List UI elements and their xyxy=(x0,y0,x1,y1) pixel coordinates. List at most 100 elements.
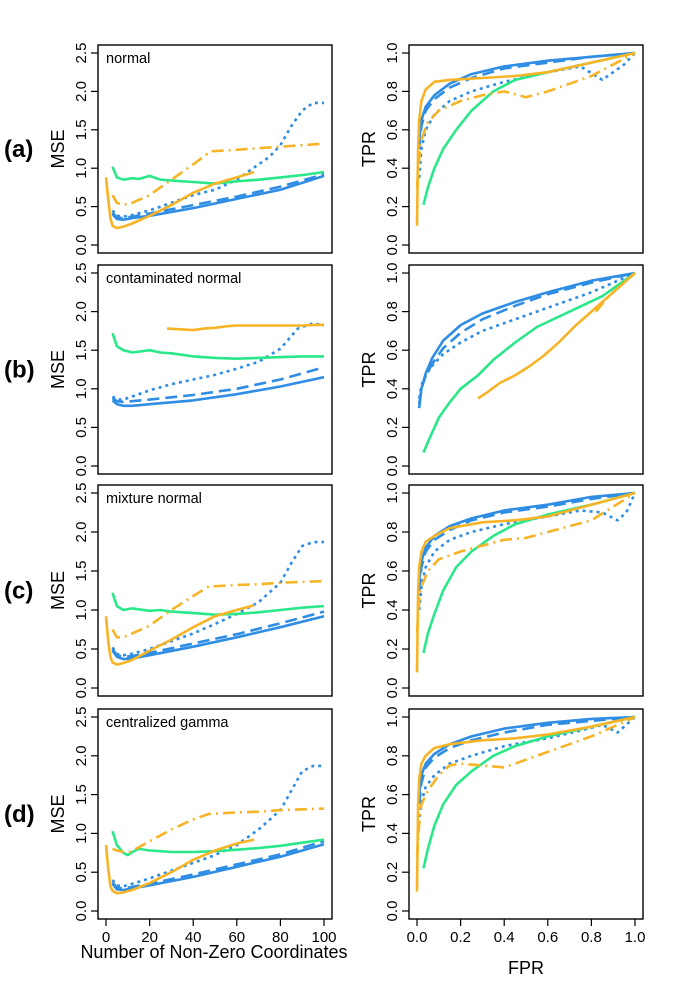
y-tick-label: 0.0 xyxy=(384,456,401,477)
plot-frame xyxy=(97,44,333,254)
x-tick-label: 0.2 xyxy=(450,929,471,946)
series-line-blue-dotted xyxy=(111,101,324,218)
series-line-blue-dashed xyxy=(111,610,325,659)
series-line-orange-solid xyxy=(104,604,255,666)
roc-x-axis-title: FPR xyxy=(508,958,544,978)
series-line-blue-dotted xyxy=(111,321,325,401)
series-line-blue-solid xyxy=(111,614,325,661)
series-line-blue-dashed xyxy=(417,271,636,405)
y-tick-label: 0.2 xyxy=(384,417,401,438)
y-tick-label: 0.4 xyxy=(384,158,401,179)
panel-caption: contaminated normal xyxy=(106,271,241,287)
y-tick-label: 1.0 xyxy=(384,707,401,728)
panel-caption: centralized gamma xyxy=(106,715,229,731)
y-tick-label: 0.0 xyxy=(73,456,90,477)
y-tick-label: 0.8 xyxy=(384,81,401,102)
y-tick-label: 0.6 xyxy=(384,784,401,805)
y-tick-label: 0.0 xyxy=(73,678,90,699)
series-line-blue-dotted xyxy=(417,492,637,611)
y-tick-label: 2.0 xyxy=(73,522,90,543)
row-label: (a) xyxy=(4,136,33,163)
series-line-blue-dotted xyxy=(417,716,636,824)
panel-roc-2: 0.0 0.2 0.4 0.6 0.8 1.0 TPR xyxy=(359,263,644,477)
y-axis-title: TPR xyxy=(359,131,379,167)
plot-frame xyxy=(97,264,333,475)
series-line-orange-dotdash xyxy=(415,715,636,857)
y-tick-label: 0.8 xyxy=(384,745,401,766)
plot-frame xyxy=(97,484,333,697)
y-tick-label: 0.6 xyxy=(384,119,401,140)
y-tick-label: 1.5 xyxy=(73,340,90,361)
plot-frame xyxy=(97,708,333,920)
series-line-green-solid xyxy=(111,332,324,361)
series-line-orange-solid xyxy=(415,491,636,673)
y-axis-title: MSE xyxy=(48,571,68,610)
series-line-blue-solid xyxy=(111,375,325,408)
y-axis-title: MSE xyxy=(48,129,68,168)
x-tick-label: 100 xyxy=(311,929,336,946)
y-tick-label: 0.2 xyxy=(384,196,401,217)
series-line-orange-dotdash xyxy=(594,272,636,313)
y-axis-title: TPR xyxy=(359,351,379,387)
y-tick-label: 0.6 xyxy=(384,561,401,582)
series-line-green-solid xyxy=(422,51,636,206)
x-tick-label: 20 xyxy=(141,929,158,946)
series-line-green-solid xyxy=(422,491,636,654)
x-tick-label: 0.8 xyxy=(581,929,602,946)
y-tick-label: 2.0 xyxy=(73,301,90,322)
y-tick-label: 2.5 xyxy=(73,43,90,64)
y-tick-label: 0.0 xyxy=(73,901,90,922)
y-tick-label: 0.2 xyxy=(384,862,401,883)
series-line-blue-solid xyxy=(417,715,636,795)
y-axis-title: TPR xyxy=(359,572,379,608)
series-line-green-solid xyxy=(422,715,636,869)
y-tick-label: 1.5 xyxy=(73,784,90,805)
y-tick-label: 0.4 xyxy=(384,823,401,844)
y-tick-label: 0.0 xyxy=(384,678,401,699)
y-tick-label: 0.5 xyxy=(73,862,90,883)
series-line-blue-dotted xyxy=(111,764,324,888)
series-line-green-solid xyxy=(422,271,636,454)
plot-frame xyxy=(408,44,644,254)
y-tick-label: 1.0 xyxy=(384,43,401,64)
series-line-orange-solid xyxy=(415,715,636,892)
x-tick-label: 0.4 xyxy=(494,929,515,946)
y-tick-label: 1.0 xyxy=(73,378,90,399)
series-line-blue-dotted xyxy=(111,540,324,657)
y-tick-label: 1.0 xyxy=(73,158,90,179)
x-tick-label: 1.0 xyxy=(625,929,646,946)
series-line-orange-solid xyxy=(104,170,255,230)
y-tick-label: 2.0 xyxy=(73,81,90,102)
panel-roc-3: 0.0 0.2 0.4 0.6 0.8 1.0 TPR xyxy=(359,483,644,699)
y-tick-label: 1.0 xyxy=(73,823,90,844)
plot-frame xyxy=(408,484,644,697)
series-line-green-solid xyxy=(111,830,325,857)
series-line-orange-solid xyxy=(166,323,325,332)
y-tick-label: 0.0 xyxy=(384,235,401,256)
y-tick-label: 2.5 xyxy=(73,707,90,728)
mse-x-axis-title: Number of Non-Zero Coordinates xyxy=(80,942,347,962)
series-line-green-solid xyxy=(111,166,325,185)
y-tick-label: 0.0 xyxy=(384,901,401,922)
series-line-green-solid xyxy=(111,592,325,617)
row-label: (d) xyxy=(4,801,35,828)
panel-mse-2: 0.0 0.5 1.0 1.5 2.0 2.5 MSE (b) contaminated nor… xyxy=(4,263,333,477)
plot-frame xyxy=(408,708,644,920)
y-tick-label: 1.5 xyxy=(73,561,90,582)
x-tick-label: 40 xyxy=(185,929,202,946)
y-tick-label: 1.0 xyxy=(73,600,90,621)
panel-mse-1: 0.0 0.5 1.0 1.5 2.0 2.5 MSE (a) normal xyxy=(4,43,333,255)
panel-roc-4: 0.0 0.2 0.4 0.6 0.8 1.0 0.0 0.2 0.4 0.6 0.8 1.0 TPR xyxy=(359,707,645,946)
plot-frame xyxy=(408,264,644,475)
series-line-blue-solid xyxy=(111,843,325,892)
series-line-blue-dotted xyxy=(417,52,636,178)
y-tick-label: 1.0 xyxy=(384,263,401,284)
y-tick-label: 0.8 xyxy=(384,522,401,543)
series-line-orange-solid xyxy=(104,838,255,895)
y-tick-label: 0.2 xyxy=(384,639,401,660)
y-tick-label: 2.5 xyxy=(73,263,90,284)
y-tick-label: 0.5 xyxy=(73,196,90,217)
panel-caption: normal xyxy=(106,51,150,67)
row-label: (b) xyxy=(4,357,35,384)
y-tick-label: 0.8 xyxy=(384,301,401,322)
